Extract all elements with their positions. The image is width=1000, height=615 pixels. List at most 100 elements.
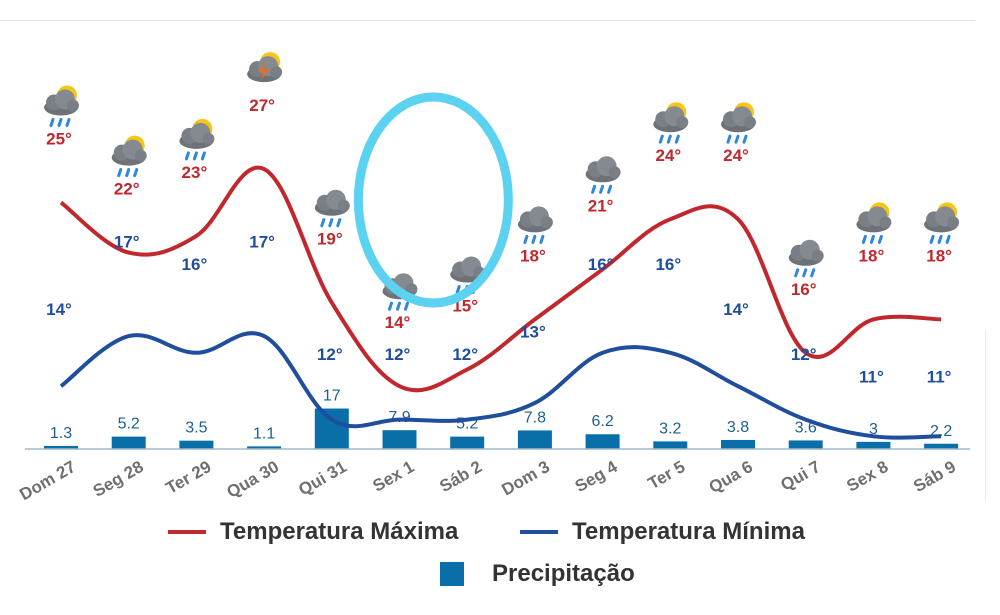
category-label: Qua 30 [223, 457, 282, 502]
raindrop-shape [658, 134, 664, 144]
min-temp-label: 11° [859, 368, 884, 387]
raindrop-shape [523, 234, 529, 244]
raindrop-shape [117, 168, 123, 178]
cloud-shape [676, 116, 689, 129]
partly-cloudy-rain-icon [44, 85, 79, 127]
cloud-shape [608, 166, 621, 179]
min-temp-label: 12° [317, 345, 343, 364]
raindrop-shape [404, 301, 409, 311]
raindrop-shape [742, 134, 748, 144]
partly-cloudy-thunderstorm-icon [247, 52, 283, 83]
raindrop-shape [184, 151, 190, 161]
raindrop-shape [328, 218, 334, 228]
max-temp-label: 21° [588, 196, 614, 215]
raindrop-shape [861, 234, 867, 244]
cloud-rain-icon [517, 206, 553, 244]
category-label: Sáb 9 [910, 457, 959, 496]
min-temperature-line [59, 331, 942, 440]
raindrop-shape [734, 134, 740, 144]
precip-value-label: 3.5 [185, 420, 207, 437]
cloud-rain-icon [788, 239, 824, 278]
cloud-rain-icon [314, 189, 350, 228]
min-temp-label: 12° [791, 345, 817, 364]
max-temp-label: 24° [723, 146, 749, 165]
min-temp-label: 13° [520, 323, 546, 342]
precip-bar [179, 440, 214, 449]
precip-bar [44, 445, 78, 449]
max-temp-label: 23° [182, 163, 208, 182]
raindrop-shape [320, 218, 326, 228]
precip-bar [450, 436, 485, 449]
highlight-circle [353, 92, 513, 308]
min-temp-label: 12° [452, 345, 478, 364]
raindrop-shape [200, 151, 206, 161]
raindrop-shape [666, 134, 672, 144]
raindrop-shape [591, 184, 597, 194]
category-label: Ter 5 [645, 457, 689, 493]
cloud-shape [879, 216, 892, 229]
min-temp-label: 14° [46, 300, 72, 319]
precip-value-label: 6.2 [591, 413, 613, 430]
cloud-shape [811, 249, 824, 262]
min-temp-label: 14° [723, 300, 749, 319]
cloud-shape [337, 199, 350, 212]
category-label: Qua 6 [706, 457, 756, 497]
raindrop-shape [192, 151, 198, 161]
category-label: Seg 4 [572, 457, 621, 496]
min-temp-label: 17° [249, 233, 275, 252]
max-temp-label: 16° [791, 280, 817, 299]
max-temp-label: 25° [46, 130, 72, 149]
raindrop-shape [49, 118, 55, 127]
raindrop-shape [929, 234, 935, 244]
raindrop-shape [65, 118, 71, 127]
precip-bar [517, 430, 552, 449]
precip-bar [788, 440, 823, 449]
category-label: Sáb 2 [436, 457, 485, 496]
max-temp-label: 18° [859, 246, 885, 265]
min-temp-label: 16° [182, 255, 208, 274]
cloud-shape [270, 66, 283, 79]
cloud-rain-icon [585, 156, 621, 194]
raindrop-shape [599, 184, 605, 194]
precip-bar [382, 430, 417, 449]
max-temp-label: 22° [114, 180, 140, 199]
raindrop-shape [674, 134, 680, 144]
max-temp-label: 24° [655, 146, 681, 165]
raindrop-shape [125, 168, 131, 178]
raindrop-shape [455, 285, 461, 294]
max-temp-label: 18° [926, 246, 952, 265]
category-label: Dom 27 [16, 457, 79, 504]
partly-cloudy-rain-icon [721, 102, 756, 144]
partly-cloudy-rain-icon [653, 102, 689, 144]
raindrop-shape [794, 268, 800, 278]
raindrop-shape [133, 168, 139, 178]
precip-bar [247, 446, 282, 449]
max-temperature-line [59, 165, 942, 393]
cloud-shape [134, 149, 147, 162]
raindrop-shape [945, 234, 951, 244]
partly-cloudy-rain-icon [111, 135, 147, 178]
raindrop-shape [336, 218, 342, 228]
cloud-rain-icon [450, 256, 486, 294]
right-divider [985, 330, 986, 500]
min-temp-label: 16° [655, 255, 681, 274]
cloud-shape [947, 216, 960, 229]
category-label: Ter 29 [163, 457, 215, 498]
cloud-shape [202, 132, 215, 145]
precip-value-label: 7.8 [524, 409, 546, 426]
raindrop-shape [877, 234, 883, 244]
max-temp-label: 14° [385, 313, 411, 332]
cloud-shape [744, 116, 756, 129]
min-temp-label: 17° [114, 233, 140, 252]
category-label: Qui 31 [295, 457, 350, 499]
category-label: Dom 3 [498, 457, 553, 499]
precip-bar [585, 434, 620, 449]
raindrop-shape [539, 234, 545, 244]
min-temp-label: 16° [588, 255, 614, 274]
precip-value-label: 3.2 [659, 420, 681, 437]
precip-value-label: 3 [869, 421, 878, 438]
precip-bar [314, 408, 349, 449]
precip-bar [924, 443, 959, 449]
max-temp-label: 18° [520, 246, 546, 265]
